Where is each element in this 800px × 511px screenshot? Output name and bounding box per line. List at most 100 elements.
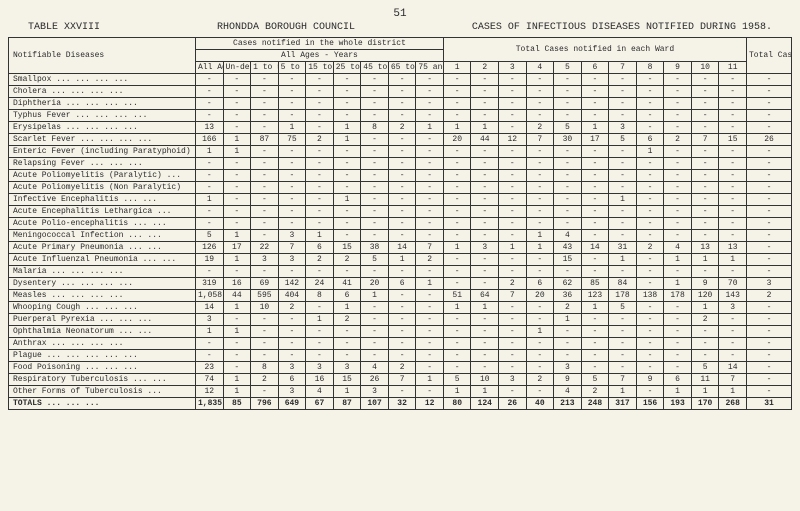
ward-cell: 9 (691, 278, 719, 290)
ward-cell: 1 (443, 242, 471, 254)
ward-cell: - (719, 194, 747, 206)
age-cell: 2 (278, 302, 306, 314)
age-cell: 1 (333, 302, 361, 314)
age-cell: 3 (196, 314, 224, 326)
table-row: Puerperal Pyrexia ... ... ...3---12-----… (9, 314, 792, 326)
age-cell: - (251, 110, 279, 122)
ward-cell: 2 (691, 314, 719, 326)
ward-cell: 1 (471, 386, 499, 398)
ward-cell: - (554, 218, 582, 230)
age-cell: - (223, 362, 251, 374)
age-cell: - (251, 386, 279, 398)
ward-cell: - (526, 218, 554, 230)
age-cell: - (251, 98, 279, 110)
age-cell: 1 (416, 278, 444, 290)
age-cell: - (223, 86, 251, 98)
ward-cell: 7 (719, 374, 747, 386)
ward-cell: 44 (471, 134, 499, 146)
age-cell: 2 (416, 254, 444, 266)
ward-cell: 2 (554, 302, 582, 314)
age-cell: 12 (196, 386, 224, 398)
age-cell: - (416, 158, 444, 170)
age-cell: - (251, 266, 279, 278)
age-cell: - (306, 350, 334, 362)
ward-cell: - (471, 98, 499, 110)
ward-cell: - (554, 146, 582, 158)
age-cell: 14 (196, 302, 224, 314)
age-cell: 1 (416, 122, 444, 134)
hosp-cell: - (747, 362, 792, 374)
ward-cell: - (581, 206, 609, 218)
disease-name: Smallpox ... ... ... ... (9, 74, 196, 86)
age-cell: 41 (333, 278, 361, 290)
ward-cell: - (636, 338, 664, 350)
age-cell: - (416, 86, 444, 98)
age-col-header: 1 to 5 (251, 62, 279, 74)
age-cell: - (223, 206, 251, 218)
age-cell: - (388, 134, 416, 146)
age-cell: 1 (196, 194, 224, 206)
table-row: Respiratory Tuberculosis ... ...74126161… (9, 374, 792, 386)
ward-cell: 3 (609, 122, 637, 134)
ward-cell: 1 (691, 386, 719, 398)
age-cell: - (278, 182, 306, 194)
age-cell: - (223, 170, 251, 182)
age-cell: - (361, 98, 389, 110)
age-cell: - (333, 230, 361, 242)
age-cell: - (223, 182, 251, 194)
ward-cell: 120 (691, 290, 719, 302)
table-row: Acute Encephalitis Lethargica ...-------… (9, 206, 792, 218)
ward-cell: - (499, 266, 527, 278)
hosp-cell: - (747, 242, 792, 254)
age-cell: 1,058 (196, 290, 224, 302)
ward-cell: 7 (691, 134, 719, 146)
age-cell: 6 (333, 290, 361, 302)
age-cell: - (251, 230, 279, 242)
ward-cell: - (664, 302, 692, 314)
age-cell: - (251, 314, 279, 326)
ward-cell: 2 (499, 278, 527, 290)
age-cell: 3 (251, 254, 279, 266)
age-cell: - (416, 314, 444, 326)
ward-cell: - (526, 194, 554, 206)
hosp-cell: - (747, 218, 792, 230)
age-cell: - (251, 194, 279, 206)
ward-cell: - (609, 326, 637, 338)
ward-cell: 1 (471, 302, 499, 314)
age-cell: - (416, 350, 444, 362)
age-cell: - (306, 326, 334, 338)
age-cell: 69 (251, 278, 279, 290)
age-cell: 8 (306, 290, 334, 302)
totals-age-cell: 12 (416, 398, 444, 410)
ward-cell: 15 (719, 134, 747, 146)
age-cell: - (278, 170, 306, 182)
age-cell: - (416, 326, 444, 338)
ward-cell: - (691, 218, 719, 230)
disease-name: Plague ... ... ... ... ... (9, 350, 196, 362)
age-cell: 26 (361, 374, 389, 386)
age-cell: 1 (223, 374, 251, 386)
age-cell: - (388, 218, 416, 230)
hosp-cell: - (747, 182, 792, 194)
ward-cell: 1 (609, 254, 637, 266)
age-cell: - (361, 134, 389, 146)
ward-cell: - (691, 230, 719, 242)
hosp-cell: - (747, 338, 792, 350)
ward-col-header: 10 (691, 62, 719, 74)
totals-ward-cell: 40 (526, 398, 554, 410)
age-cell: - (306, 218, 334, 230)
ward-cell: - (581, 110, 609, 122)
ward-cell: 6 (636, 134, 664, 146)
totals-ward-cell: 213 (554, 398, 582, 410)
age-col-header: 25 to 45 (333, 62, 361, 74)
ward-cell: - (609, 158, 637, 170)
ward-cell: - (471, 230, 499, 242)
ward-cell: 13 (691, 242, 719, 254)
age-cell: 1 (196, 326, 224, 338)
header-cases-notified: Cases notified in the whole district (196, 38, 444, 50)
age-cell: 2 (333, 254, 361, 266)
ward-cell: - (581, 158, 609, 170)
ward-cell: - (691, 74, 719, 86)
age-cell: - (251, 326, 279, 338)
ward-cell: - (664, 218, 692, 230)
